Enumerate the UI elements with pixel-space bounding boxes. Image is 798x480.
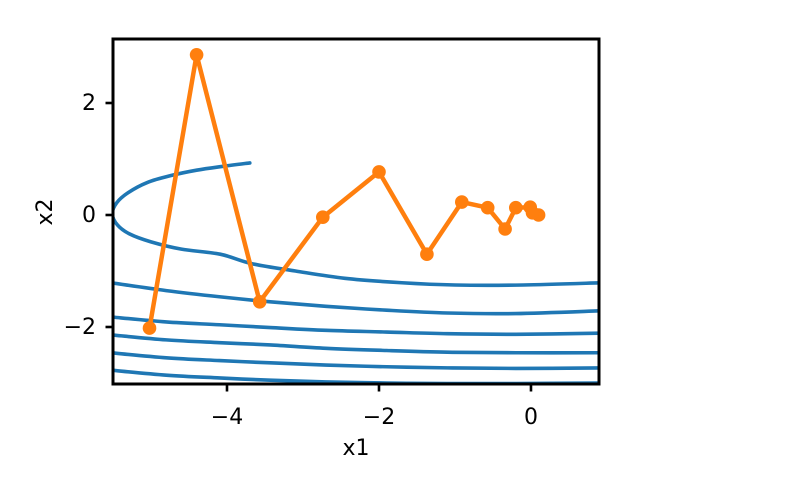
y-tick-label-0: 0: [82, 203, 96, 228]
contour-line-3: [113, 333, 599, 355]
path-marker-3: [316, 210, 330, 224]
x-tick-label-neg2: −2: [363, 405, 395, 430]
path-marker-12: [525, 206, 540, 220]
contour-line-0: [113, 161, 599, 288]
path-marker-0: [142, 321, 157, 335]
path-marker-7: [480, 200, 495, 215]
y-tick-label-2: 2: [82, 91, 96, 116]
contour-line-1: [113, 281, 599, 316]
axis-tick-marks: [105, 101, 533, 392]
path-marker-9: [509, 200, 523, 215]
path-marker-1: [189, 48, 204, 62]
x-tick-label-neg4: −4: [211, 405, 243, 430]
axes-frame: [111, 37, 601, 386]
contour-line-4: [113, 351, 599, 371]
path-marker-5: [420, 247, 434, 261]
optimization-path-layer: [142, 48, 546, 335]
path-marker-4: [372, 165, 386, 179]
x-axis-label: x1: [342, 436, 369, 461]
y-tick-label-neg2: −2: [64, 315, 96, 340]
x-tick-label-0: 0: [524, 405, 538, 430]
path-marker-2: [252, 295, 267, 309]
contour-line-2: [113, 315, 599, 337]
path-marker-8: [498, 222, 512, 236]
path-marker-6: [455, 195, 469, 209]
y-axis-label: x2: [33, 198, 58, 225]
